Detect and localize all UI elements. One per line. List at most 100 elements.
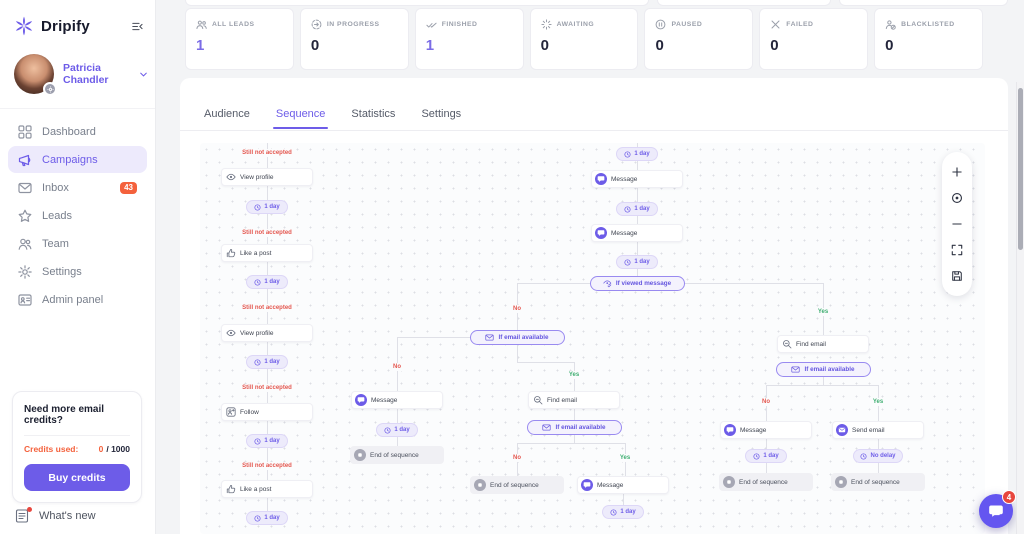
flow-end-node[interactable]: End of sequence	[470, 476, 564, 494]
flow-node-send-email[interactable]: Send email	[832, 421, 924, 439]
flow-condition-if-email-available[interactable]: If email available	[526, 420, 622, 435]
flow-condition-if-email-available[interactable]: If email available	[775, 362, 871, 377]
flow-delay-1-day[interactable]: 1 day	[616, 147, 658, 161]
branch-label-no: No	[759, 398, 773, 406]
flow-note: Still not accepted	[239, 462, 295, 470]
flow-node-find-email[interactable]: Find email	[777, 335, 869, 353]
avatar-settings-icon	[43, 82, 57, 96]
whats-new-label: What's new	[39, 510, 96, 522]
flow-node-view-profile[interactable]: View profile	[221, 324, 313, 342]
zoom-in-button[interactable]	[942, 159, 972, 185]
sidebar-item-team[interactable]: Team	[8, 230, 147, 257]
flow-delay-1-day[interactable]: 1 day	[246, 355, 288, 369]
envelope-icon	[485, 333, 495, 342]
flow-node-follow[interactable]: Follow	[221, 403, 313, 421]
flow-node-view-profile[interactable]: View profile	[221, 168, 313, 186]
paused-icon	[655, 19, 666, 30]
node-label: End of sequence	[739, 478, 788, 486]
credits-row: Credits used: 0 / 1000	[24, 444, 130, 454]
sidebar-collapse-icon[interactable]	[132, 21, 143, 32]
flow-node-like-a-post[interactable]: Like a post	[221, 244, 313, 262]
flow-connector	[766, 385, 878, 386]
flow-end-node[interactable]: End of sequence	[350, 446, 444, 464]
envelope-icon	[791, 365, 801, 374]
flow-connector	[517, 345, 518, 362]
flow-condition-if-viewed-message[interactable]: If viewed message	[589, 276, 685, 291]
flow-delay-1-day[interactable]: 1 day	[246, 434, 288, 448]
scrollbar-thumb[interactable]	[1018, 88, 1023, 250]
stat-card-header: FINISHED	[426, 19, 513, 30]
stat-value: 0	[655, 37, 664, 54]
flow-delay-1-day[interactable]: 1 day	[246, 275, 288, 289]
branch-label-yes: Yes	[616, 454, 634, 462]
stop-icon	[835, 476, 847, 488]
sequence-canvas[interactable]: Still not accepted View profile 1 day Still…	[200, 143, 985, 534]
flow-delay-1-day[interactable]: 1 day	[616, 202, 658, 216]
sidebar-item-leads[interactable]: Leads	[8, 202, 147, 229]
node-label: End of sequence	[370, 451, 419, 459]
zoom-out-button[interactable]	[942, 211, 972, 237]
flow-condition-if-email-available[interactable]: If email available	[469, 330, 565, 345]
stat-card-paused: PAUSED 0	[644, 8, 754, 70]
tab-audience[interactable]: Audience	[204, 108, 250, 120]
flow-node-message[interactable]: Message	[577, 476, 669, 494]
sidebar-item-inbox[interactable]: Inbox 43	[8, 174, 147, 201]
flow-node-message[interactable]: Message	[591, 170, 683, 188]
credits-limit: / 1000	[106, 444, 130, 454]
sidebar-item-campaigns[interactable]: Campaigns	[8, 146, 147, 173]
flow-delay-1-day[interactable]: 1 day	[602, 505, 644, 519]
chat-icon	[724, 424, 736, 436]
whats-new-link[interactable]: What's new	[15, 507, 96, 523]
flow-node-message[interactable]: Message	[351, 391, 443, 409]
node-label: View profile	[240, 329, 274, 337]
user-menu[interactable]: Patricia Chandler	[0, 37, 155, 109]
tab-statistics[interactable]: Statistics	[351, 108, 396, 120]
chevron-down-icon	[140, 72, 147, 77]
dashboard-icon	[18, 124, 32, 139]
tab-settings[interactable]: Settings	[421, 108, 462, 120]
clock-icon	[384, 426, 391, 434]
buy-credits-button[interactable]: Buy credits	[24, 464, 130, 491]
clock-icon	[624, 205, 631, 213]
save-button[interactable]	[942, 263, 972, 289]
flow-node-message[interactable]: Message	[720, 421, 812, 439]
sidebar-item-settings[interactable]: Settings	[8, 258, 147, 285]
flow-node-message[interactable]: Message	[591, 224, 683, 242]
stop-icon	[354, 449, 366, 461]
flow-node-like-a-post[interactable]: Like a post	[221, 480, 313, 498]
delay-label: 1 day	[394, 427, 410, 433]
flow-end-node[interactable]: End of sequence	[831, 473, 925, 491]
clock-icon	[254, 437, 261, 445]
scrollbar-track[interactable]	[1016, 82, 1024, 534]
flow-node-find-email[interactable]: Find email	[528, 391, 620, 409]
stat-card-header: FAILED	[770, 19, 857, 30]
stat-card-awaiting: AWAITING 0	[529, 8, 639, 70]
clock-icon	[624, 150, 631, 158]
sidebar-item-admin-panel[interactable]: Admin panel	[8, 286, 147, 313]
condition-label: If email available	[555, 424, 606, 431]
flow-delay-1-day[interactable]: 1 day	[745, 449, 787, 463]
stat-label: FAILED	[786, 21, 814, 28]
delay-label: 1 day	[763, 453, 779, 459]
flow-end-node[interactable]: End of sequence	[719, 473, 813, 491]
center-view-button[interactable]	[942, 185, 972, 211]
flow-delay-1-day[interactable]: 1 day	[246, 200, 288, 214]
save-icon	[951, 270, 963, 282]
flow-delay-1-day[interactable]: 1 day	[246, 511, 288, 525]
node-label: Send email	[852, 426, 885, 434]
fullscreen-button[interactable]	[942, 237, 972, 263]
logo-text: Dripify	[41, 17, 90, 35]
sidebar-item-dashboard[interactable]: Dashboard	[8, 118, 147, 145]
gear-icon	[18, 264, 32, 279]
flow-delay-1-day[interactable]: 1 day	[616, 255, 658, 269]
stop-icon	[723, 476, 735, 488]
tab-sequence[interactable]: Sequence	[272, 108, 328, 129]
flow-delay-1-day[interactable]: 1 day	[376, 423, 418, 437]
delay-label: 1 day	[264, 279, 280, 285]
flow-connector	[823, 377, 824, 385]
stat-value: 0	[770, 37, 779, 54]
chat-launcher[interactable]: 4	[979, 490, 1016, 528]
notification-dot	[27, 507, 32, 512]
node-label: End of sequence	[490, 481, 539, 489]
flow-delay-no-delay[interactable]: No delay	[853, 449, 903, 463]
